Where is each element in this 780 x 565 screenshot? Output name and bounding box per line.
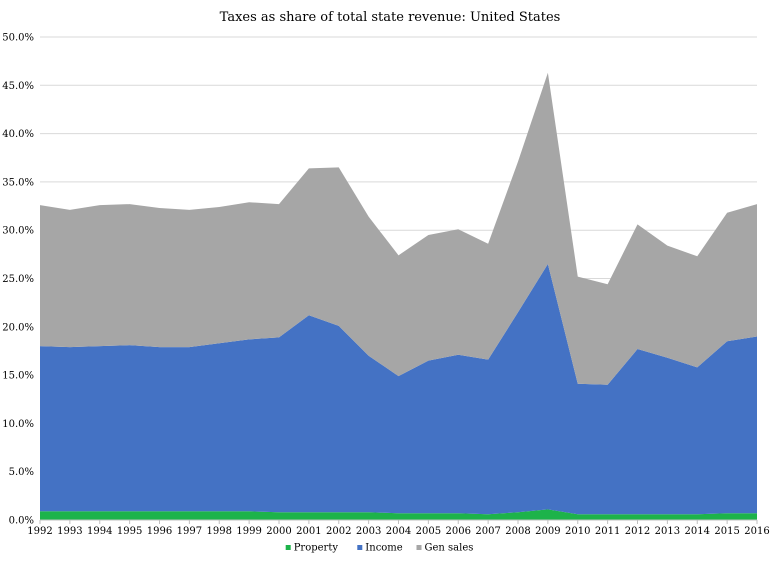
x-tick-label: 1997 bbox=[177, 526, 202, 537]
x-tick-label: 2011 bbox=[595, 526, 620, 537]
x-tick-label: 2013 bbox=[655, 526, 680, 537]
x-tick-label: 2003 bbox=[356, 526, 381, 537]
legend-swatch bbox=[285, 545, 291, 550]
x-tick-label: 2015 bbox=[714, 526, 739, 537]
x-tick-label: 1994 bbox=[87, 526, 112, 537]
legend-swatch bbox=[416, 545, 422, 550]
x-tick-label: 2016 bbox=[744, 526, 769, 537]
area-income bbox=[40, 264, 757, 515]
y-tick-labels: 0.0% 5.0% 10.0% 15.0% 20.0% 25.0% 30.0% 35.0% 40… bbox=[2, 33, 34, 527]
y-tick-label: 10.0% bbox=[2, 419, 34, 430]
y-tick-label: 25.0% bbox=[2, 274, 34, 285]
x-tick-label: 2007 bbox=[475, 526, 500, 537]
x-tick-label: 2004 bbox=[386, 526, 411, 537]
x-tick-label: 2002 bbox=[326, 526, 351, 537]
area-property bbox=[40, 509, 757, 520]
x-tick-label: 2001 bbox=[296, 526, 321, 537]
y-tick-label: 30.0% bbox=[2, 226, 34, 237]
x-tick-label: 2005 bbox=[416, 526, 441, 537]
area-gen-sales bbox=[40, 72, 757, 385]
x-tick-label: 1995 bbox=[117, 526, 142, 537]
x-tick-label: 1996 bbox=[147, 526, 172, 537]
legend-label: Property bbox=[294, 543, 339, 554]
y-tick-label: 5.0% bbox=[9, 467, 34, 478]
y-tick-label: 20.0% bbox=[2, 322, 34, 333]
x-tick-label: 2012 bbox=[625, 526, 650, 537]
chart-title: Taxes as share of total state revenue: U… bbox=[220, 10, 561, 25]
y-tick-label: 45.0% bbox=[2, 81, 34, 92]
x-tick-labels: 1992 1993 1994 1995 1996 1997 1998 1999 2000 2001… bbox=[27, 526, 769, 537]
axes bbox=[39, 519, 758, 524]
x-tick-label: 2006 bbox=[446, 526, 471, 537]
y-tick-label: 35.0% bbox=[2, 177, 34, 188]
legend-swatch bbox=[357, 545, 363, 550]
x-tick-label: 2014 bbox=[685, 526, 710, 537]
x-tick-label: 2000 bbox=[266, 526, 291, 537]
y-tick-label: 15.0% bbox=[2, 371, 34, 382]
legend-label: Gen sales bbox=[425, 543, 474, 554]
legend: Property Income Gen sales bbox=[285, 543, 474, 554]
x-tick-label: 2008 bbox=[505, 526, 530, 537]
area-series bbox=[40, 72, 757, 520]
x-tick-label: 1998 bbox=[207, 526, 232, 537]
x-tick-label: 1992 bbox=[27, 526, 52, 537]
x-tick-label: 2009 bbox=[535, 526, 560, 537]
y-tick-label: 50.0% bbox=[2, 33, 34, 44]
x-tick-label: 1999 bbox=[236, 526, 261, 537]
x-tick-label: 1993 bbox=[57, 526, 82, 537]
y-tick-label: 0.0% bbox=[9, 516, 34, 527]
x-tick-label: 2010 bbox=[565, 526, 590, 537]
y-tick-label: 40.0% bbox=[2, 129, 34, 140]
legend-label: Income bbox=[365, 543, 402, 554]
